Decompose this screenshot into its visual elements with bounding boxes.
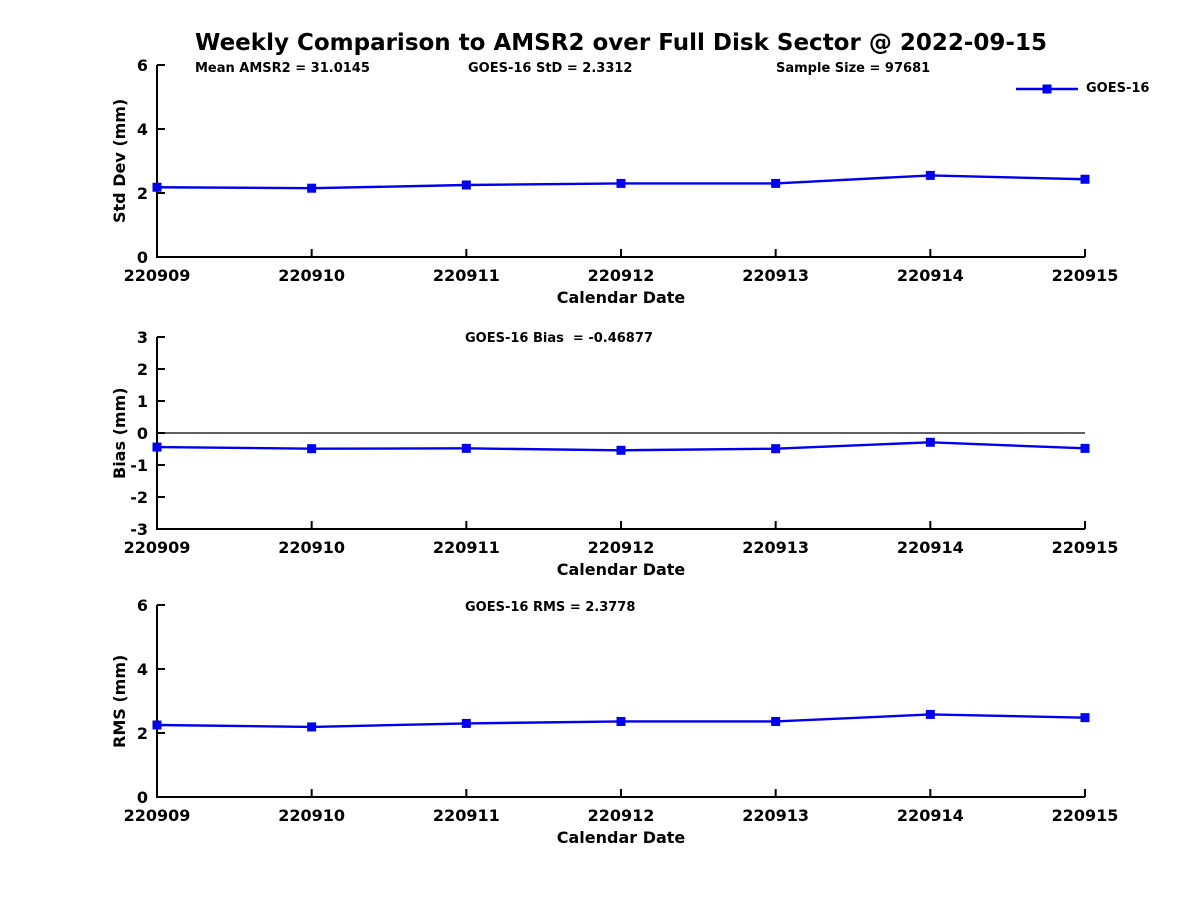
data-point-marker — [616, 716, 626, 726]
y-tick-label: 2 — [137, 184, 148, 203]
legend-label: GOES-16 — [1086, 81, 1150, 96]
x-tick-label: 220911 — [433, 806, 500, 825]
annotation-goes16-std: GOES-16 StD = 2.3312 — [468, 61, 633, 76]
data-point-marker — [152, 720, 162, 730]
data-point-marker — [771, 178, 781, 188]
y-tick-label: 0 — [137, 424, 148, 443]
x-axis-label-calendar-date: Calendar Date — [556, 560, 686, 579]
data-point-marker — [1080, 443, 1090, 453]
x-tick-label: 220913 — [742, 538, 809, 557]
x-tick-label: 220911 — [433, 266, 500, 285]
annotation-goes16-rms: GOES-16 RMS = 2.3778 — [465, 600, 636, 615]
legend-line-sample — [1016, 84, 1078, 94]
x-tick-label: 220913 — [742, 806, 809, 825]
x-tick-label: 220912 — [588, 266, 655, 285]
x-tick-label: 220909 — [124, 538, 191, 557]
x-tick-label: 220910 — [278, 806, 345, 825]
data-point-marker — [461, 443, 471, 453]
x-tick-label: 220915 — [1052, 538, 1119, 557]
y-tick-label: 1 — [137, 392, 148, 411]
data-point-marker — [1080, 174, 1090, 184]
x-axis-label-calendar-date: Calendar Date — [556, 828, 686, 847]
y-tick-label: 2 — [137, 360, 148, 379]
y-tick-label: 3 — [137, 328, 148, 347]
y-tick-label: 4 — [137, 120, 148, 139]
y-tick-label: 6 — [137, 596, 148, 615]
x-axis-label-calendar-date: Calendar Date — [556, 288, 686, 307]
x-tick-label: 220912 — [588, 806, 655, 825]
data-point-marker — [925, 437, 935, 447]
data-point-marker — [307, 722, 317, 732]
data-point-marker — [307, 183, 317, 193]
x-tick-label: 220915 — [1052, 266, 1119, 285]
y-tick-label: -1 — [130, 456, 148, 475]
y-tick-label: 4 — [137, 660, 148, 679]
annotation-mean-amsr2: Mean AMSR2 = 31.0145 — [195, 61, 370, 76]
x-tick-label: 220910 — [278, 538, 345, 557]
x-tick-label: 220914 — [897, 266, 964, 285]
y-tick-label: 2 — [137, 724, 148, 743]
y-axis-label-bias: Bias (mm) — [110, 387, 129, 479]
subplot-rms: 0 2 4 6 220909 220910 220911 220912 220913 220914… — [124, 596, 1119, 825]
x-tick-label: 220913 — [742, 266, 809, 285]
x-tick-label: 220912 — [588, 538, 655, 557]
y-tick-label: -2 — [130, 488, 148, 507]
data-point-marker — [925, 170, 935, 180]
data-point-marker — [771, 444, 781, 454]
x-tick-label: 220909 — [124, 806, 191, 825]
x-tick-label: 220910 — [278, 266, 345, 285]
data-point-marker — [1080, 713, 1090, 723]
y-tick-label: 0 — [137, 788, 148, 807]
annotation-goes16-bias: GOES-16 Bias = -0.46877 — [465, 331, 653, 346]
x-tick-label: 220915 — [1052, 806, 1119, 825]
data-point-marker — [925, 709, 935, 719]
x-tick-label: 220909 — [124, 266, 191, 285]
data-point-marker — [152, 182, 162, 192]
y-tick-label: 6 — [137, 56, 148, 75]
y-axis-label-rms: RMS (mm) — [110, 654, 129, 748]
y-tick-label: 0 — [137, 248, 148, 267]
data-point-marker — [461, 718, 471, 728]
figure-title: Weekly Comparison to AMSR2 over Full Dis… — [195, 30, 1047, 56]
data-point-marker — [771, 716, 781, 726]
data-point-marker — [616, 445, 626, 455]
data-point-marker — [616, 178, 626, 188]
annotation-sample-size: Sample Size = 97681 — [776, 61, 931, 76]
x-tick-label: 220911 — [433, 538, 500, 557]
subplot-std-dev: 0 2 4 6 220909 220910 220911 220912 220913 220914… — [124, 56, 1119, 285]
x-tick-label: 220914 — [897, 538, 964, 557]
x-tick-label: 220914 — [897, 806, 964, 825]
data-point-marker — [152, 442, 162, 452]
y-tick-label: -3 — [130, 520, 148, 539]
data-point-marker — [307, 444, 317, 454]
data-point-marker — [461, 180, 471, 190]
y-axis-label-std-dev: Std Dev (mm) — [110, 98, 129, 224]
